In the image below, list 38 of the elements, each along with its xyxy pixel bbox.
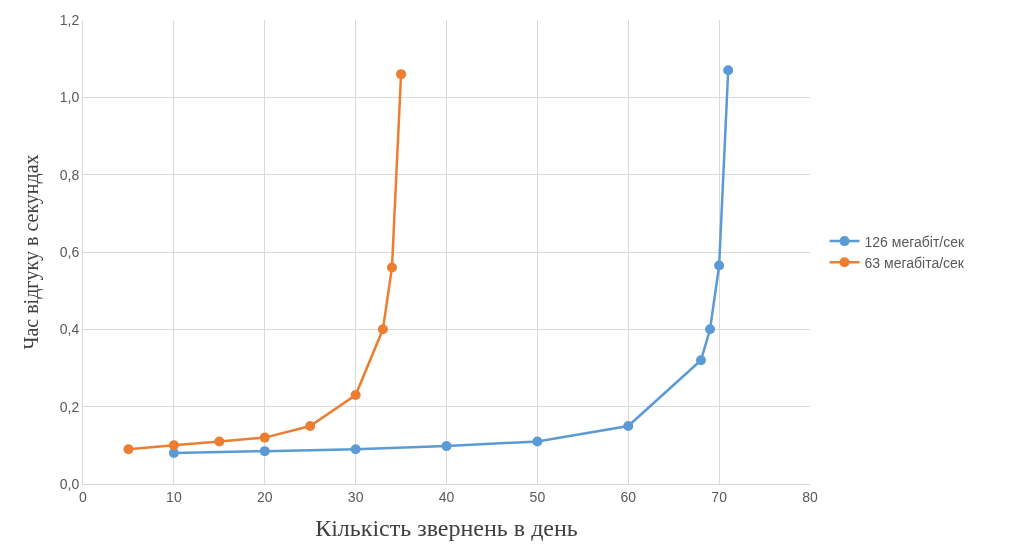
point bbox=[532, 436, 543, 447]
x-tick-label: 10 bbox=[166, 488, 182, 505]
point bbox=[396, 69, 407, 80]
y-tick-label: 0,4 bbox=[59, 321, 80, 338]
point bbox=[350, 444, 361, 455]
point bbox=[259, 432, 270, 443]
legend-label: 126 мегабіт/сек bbox=[864, 233, 965, 250]
y-tick-label: 0,0 bbox=[59, 475, 80, 492]
x-tick-label: 30 bbox=[347, 488, 364, 505]
point bbox=[695, 355, 706, 366]
y-tick-label: 1,0 bbox=[59, 89, 80, 106]
point bbox=[623, 421, 634, 431]
y-axis-title: Час відгуку в секундах bbox=[20, 154, 44, 350]
legend-label: 63 мегабіта/сек bbox=[864, 254, 965, 271]
point bbox=[705, 324, 716, 335]
y-tick-label: 0,6 bbox=[59, 243, 80, 260]
x-tick-label: 60 bbox=[620, 488, 637, 505]
y-tick-label: 0,2 bbox=[59, 398, 80, 415]
x-tick-label: 0 bbox=[79, 488, 88, 505]
point bbox=[123, 444, 134, 455]
point bbox=[168, 440, 179, 451]
x-tick-label: 80 bbox=[802, 488, 818, 505]
point bbox=[441, 441, 452, 452]
x-tick-label: 40 bbox=[438, 488, 455, 505]
point bbox=[259, 446, 270, 457]
x-axis-title: Кількість звернень в день bbox=[315, 515, 578, 542]
point bbox=[350, 390, 361, 401]
x-tick-label: 70 bbox=[711, 488, 728, 505]
y-tick-label: 1,2 bbox=[59, 11, 80, 28]
x-tick-label: 20 bbox=[256, 488, 273, 505]
point bbox=[214, 436, 225, 447]
point bbox=[377, 324, 388, 335]
x-tick-label: 50 bbox=[529, 488, 546, 505]
point bbox=[714, 260, 725, 271]
y-tick-label: 0,8 bbox=[59, 166, 80, 183]
point bbox=[386, 262, 397, 273]
point bbox=[305, 421, 316, 431]
point bbox=[723, 65, 734, 76]
